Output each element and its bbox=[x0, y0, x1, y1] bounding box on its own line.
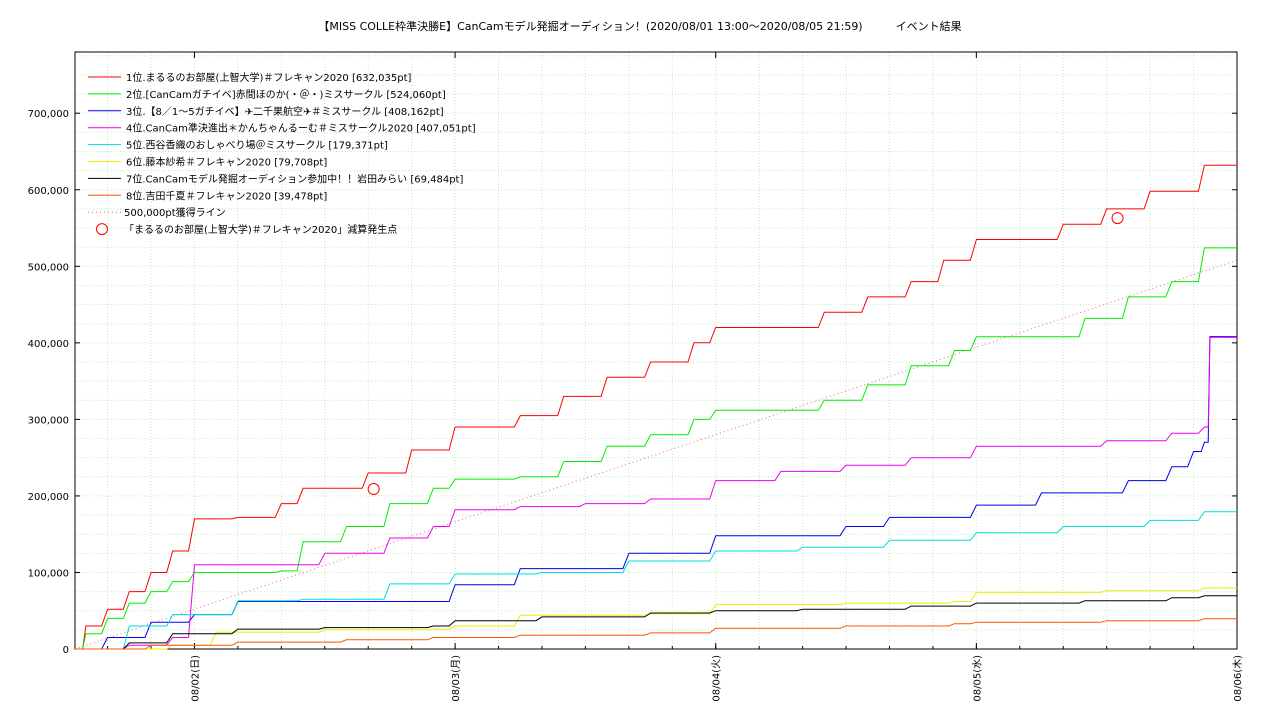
legend-entry-6: 6位.藤本紗希＃フレキャン2020 [79,708pt] bbox=[126, 156, 327, 169]
y-tick-label: 200,000 bbox=[28, 492, 69, 503]
reference-line-500000 bbox=[74, 259, 1238, 650]
series-line-4 bbox=[75, 336, 1237, 650]
legend-entry-marker: 「まるるのお部屋(上智大学)＃フレキャン2020」減算発生点 bbox=[124, 223, 397, 236]
legend-entry-7: 7位.CanCamモデル発掘オーディション参加中！！岩田みらい [69,484p… bbox=[126, 172, 463, 185]
chart-title: 【MISS COLLE枠準決勝E】CanCamモデル発掘オーディション！(202… bbox=[318, 20, 962, 33]
y-tick-label: 100,000 bbox=[28, 568, 69, 579]
plot-area bbox=[74, 51, 1238, 650]
x-tick-label: 08/06(木) bbox=[1232, 655, 1244, 702]
y-tick-label: 400,000 bbox=[28, 339, 69, 350]
y-tick-label: 0 bbox=[63, 645, 69, 656]
series-line-6 bbox=[75, 587, 1237, 650]
x-tick-label: 08/05(水) bbox=[971, 655, 983, 702]
axes: 0 100,000 200,000 300,000 400,000 500,000 600,… bbox=[28, 52, 1244, 702]
y-tick-label: 500,000 bbox=[28, 262, 69, 273]
deduction-marker-2 bbox=[1111, 212, 1124, 225]
series-line-3 bbox=[75, 336, 1237, 650]
x-tick-label: 08/02(日) bbox=[190, 655, 201, 702]
legend-entry-8: 8位.吉田千夏＃フレキャン2020 [39,478pt] bbox=[126, 189, 327, 202]
grid bbox=[75, 52, 1237, 649]
legend: 1位.まるるのお部屋(上智大学)＃フレキャン2020 [632,035pt] 2位… bbox=[88, 71, 476, 236]
series-line-8 bbox=[75, 618, 1237, 650]
y-tick-label: 700,000 bbox=[28, 109, 69, 120]
deduction-markers bbox=[367, 212, 1124, 496]
series-line-2 bbox=[75, 247, 1237, 650]
legend-entry-3: 3位.【8／1〜5ガチイベ】✈二千果航空✈＃ミスサークル [408,162pt] bbox=[126, 105, 444, 118]
legend-entry-5: 5位.西谷香織のおしゃべり場＠ミスサークル [179,371pt] bbox=[126, 139, 388, 152]
x-tick-label: 08/04(火) bbox=[711, 655, 723, 702]
legend-entry-4: 4位.CanCam準決進出＊かんちゃんるーむ＃ミスサークル2020 [407,0… bbox=[126, 122, 476, 135]
x-tick-label: 08/03(月) bbox=[450, 655, 462, 702]
legend-entry-2: 2位.[CanCamガチイベ]赤間ほのか(・＠・)ミスサークル [524,060… bbox=[126, 88, 446, 101]
deduction-marker-1 bbox=[367, 483, 380, 496]
y-tick-label: 600,000 bbox=[28, 186, 69, 197]
series-lines bbox=[74, 164, 1238, 650]
y-tick-label: 300,000 bbox=[28, 415, 69, 426]
series-line-1 bbox=[75, 164, 1237, 650]
series-line-7 bbox=[75, 595, 1237, 650]
legend-entry-1: 1位.まるるのお部屋(上智大学)＃フレキャン2020 [632,035pt] bbox=[126, 71, 411, 84]
series-line-5 bbox=[75, 511, 1237, 650]
legend-entry-reference: 500,000pt獲得ライン bbox=[124, 206, 226, 219]
legend-swatch-marker bbox=[96, 223, 108, 236]
